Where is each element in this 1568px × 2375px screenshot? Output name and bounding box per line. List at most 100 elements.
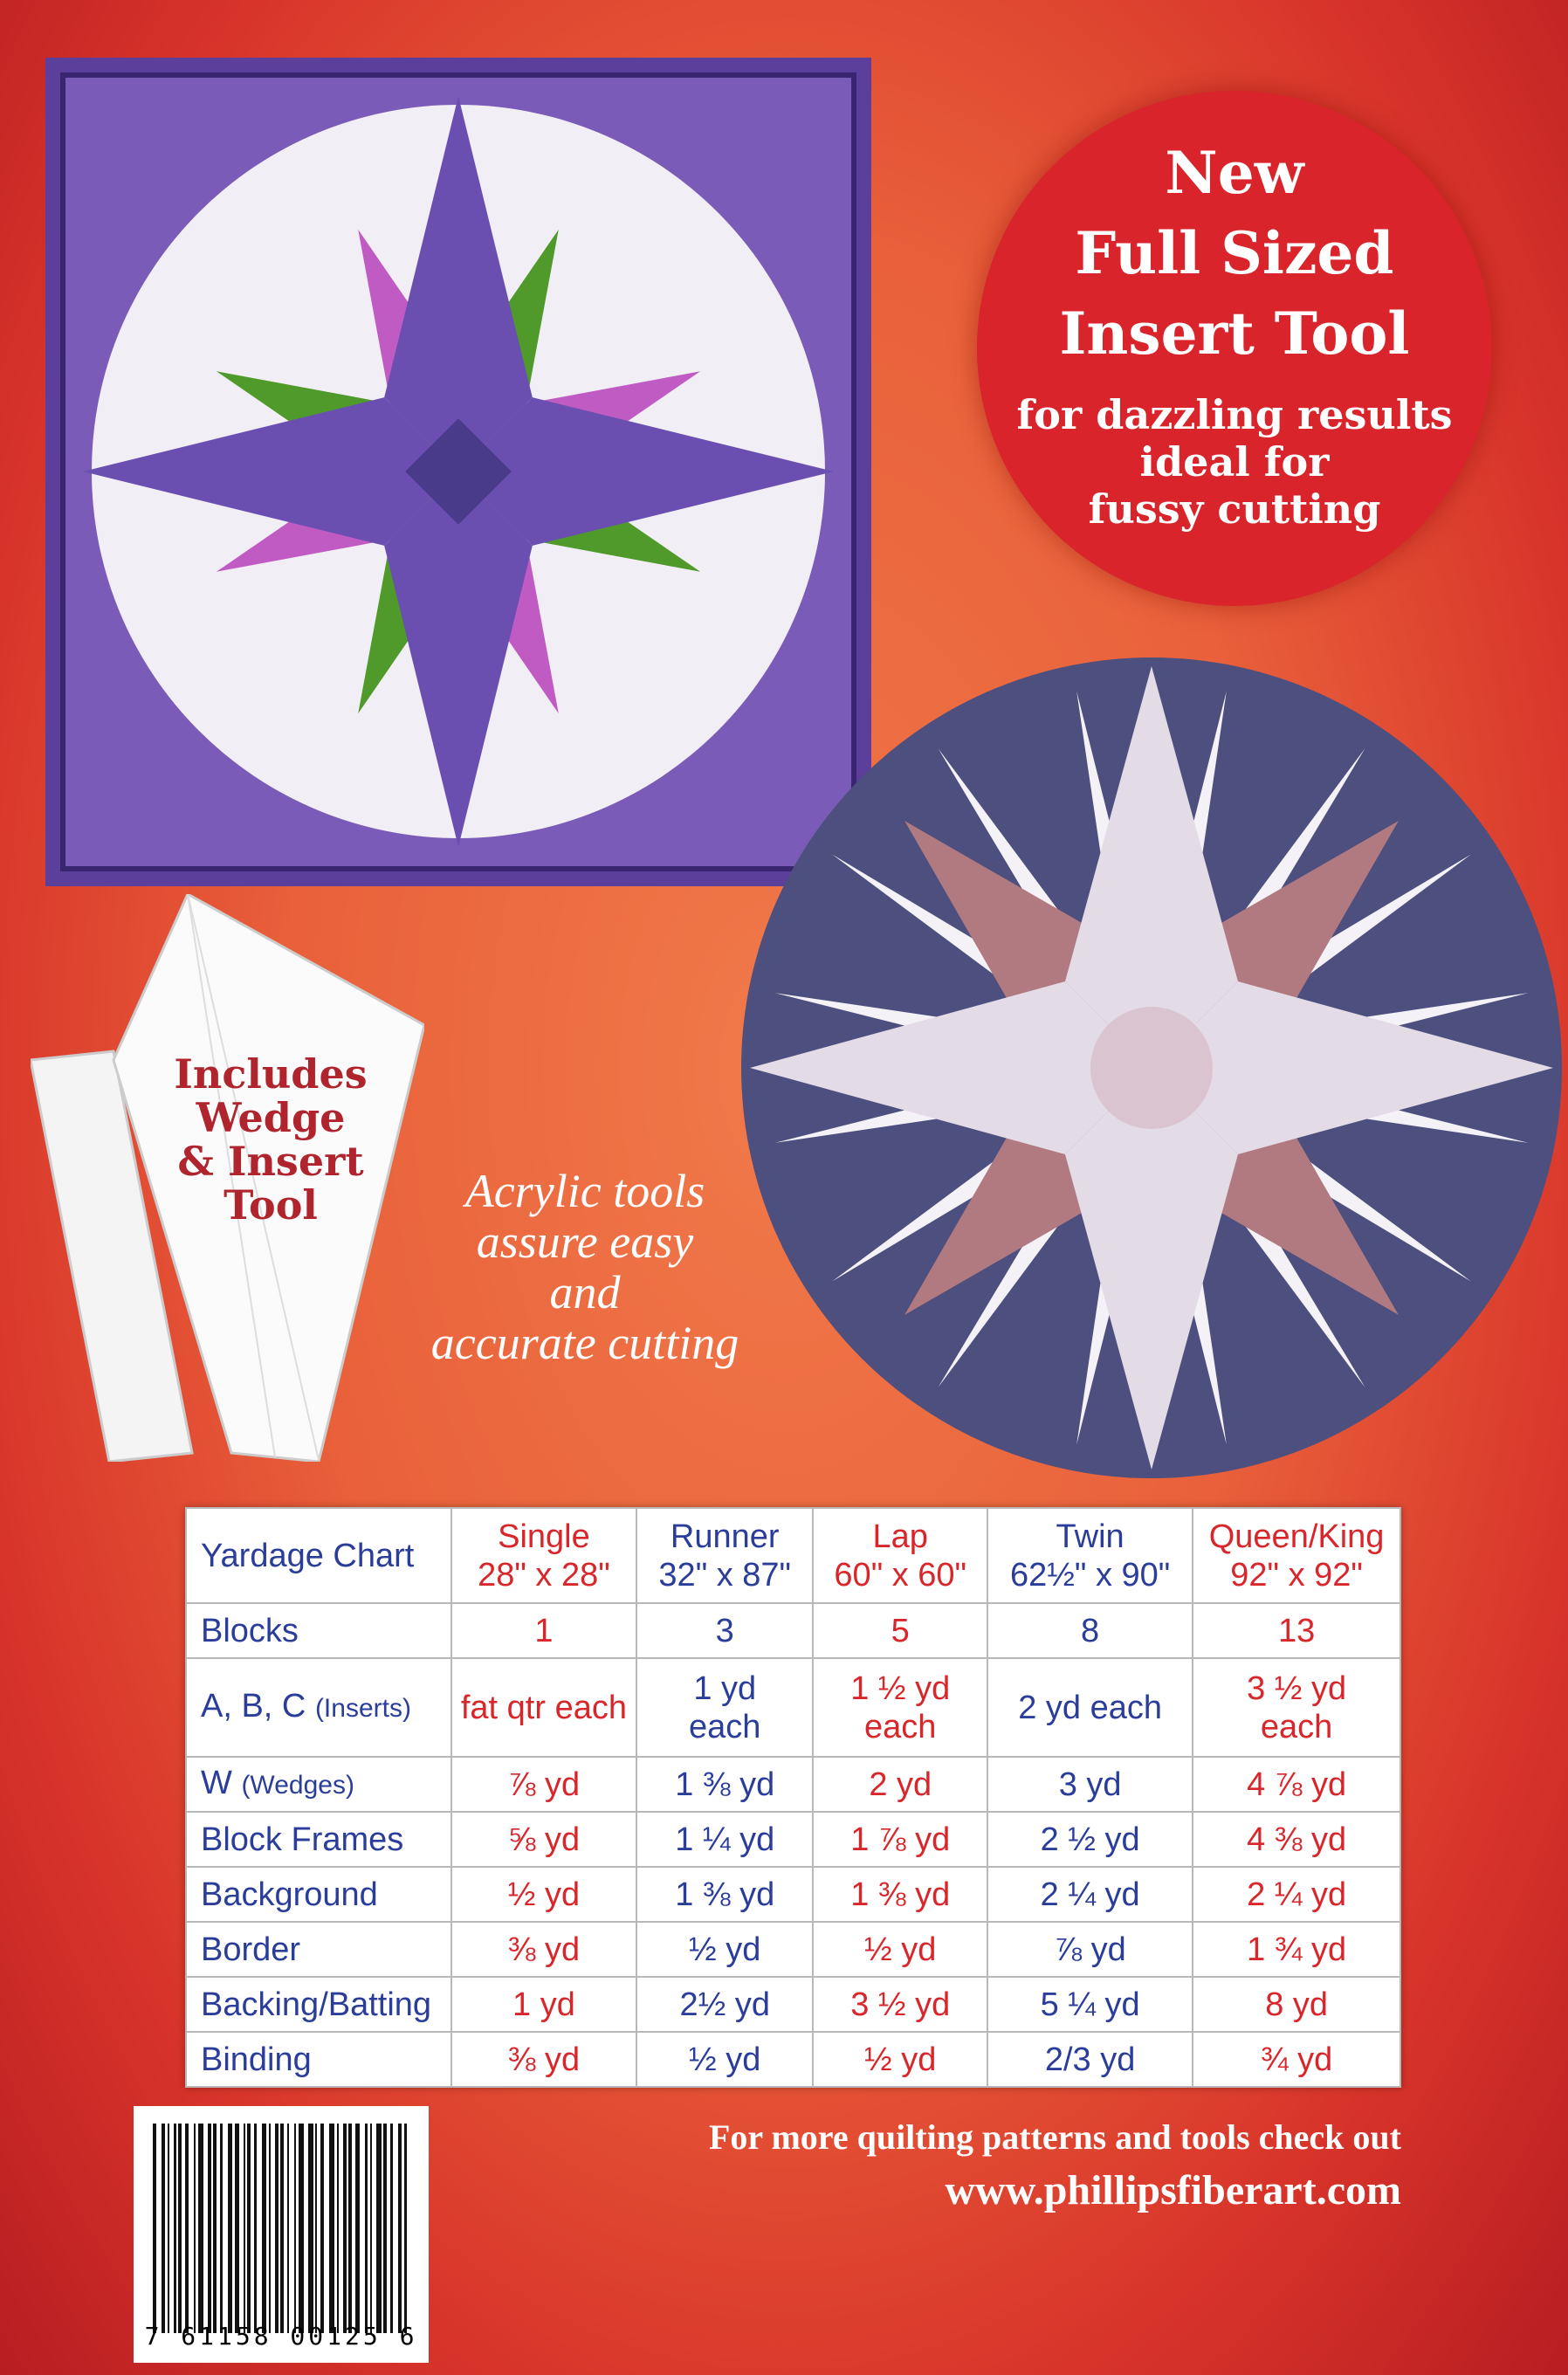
- row-label-text: Border: [201, 1931, 301, 1968]
- table-cell: 2 yd each: [986, 1657, 1194, 1758]
- table-cell: 1 ⅞ yd: [812, 1811, 988, 1868]
- table-header-row: Yardage Chart Single 28" x 28" Runner 32" …: [185, 1507, 1401, 1604]
- column-name: Runner: [670, 1518, 780, 1555]
- row-label-text: A, B, C: [201, 1688, 306, 1724]
- star-point: [750, 981, 1152, 1154]
- barcode-bar: [287, 2124, 289, 2333]
- row-label-note: (Inserts): [314, 1694, 411, 1723]
- barcode-bar: [315, 2124, 317, 2333]
- table-cell: 2/3 yd: [986, 2031, 1194, 2088]
- table-cell: 1 ⅜ yd: [635, 1866, 815, 1923]
- caption-line: Acrylic tools: [464, 1165, 705, 1217]
- column-header: Queen/King 92" x 92": [1192, 1507, 1401, 1604]
- barcode-bar: [343, 2124, 347, 2333]
- caption-line: assure easy: [476, 1215, 694, 1268]
- table-cell: 3 ½ yd each: [1192, 1657, 1401, 1758]
- star-point: [1065, 666, 1238, 1068]
- column-header: Lap 60" x 60": [812, 1507, 988, 1604]
- barcode-bar: [213, 2124, 217, 2333]
- barcode-bar: [308, 2124, 313, 2333]
- star-point: [458, 397, 834, 546]
- table-cell: 2 ¼ yd: [986, 1866, 1194, 1923]
- badge-line: ideal for: [1139, 438, 1330, 485]
- row-label: W (Wedges): [185, 1756, 452, 1813]
- badge-line: Full Sized: [1075, 219, 1394, 287]
- row-label: Binding: [185, 2031, 452, 2088]
- column-size: 60" x 60": [834, 1556, 967, 1594]
- table-cell: 8 yd: [1192, 1976, 1401, 2033]
- table-cell: 5: [812, 1602, 988, 1659]
- row-label-text: Binding: [201, 2041, 312, 2078]
- table-cell: fat qtr each: [450, 1657, 638, 1758]
- barcode-bar: [329, 2124, 334, 2333]
- table-cell: 13: [1192, 1602, 1401, 1659]
- row-label: Backing/Batting: [185, 1976, 452, 2033]
- row-label-text: Backing/Batting: [201, 1986, 432, 2023]
- website-link[interactable]: www.phillipsfiberart.com: [945, 2167, 1401, 2213]
- table-row: Blocks 1 3 5 8 13: [185, 1602, 1401, 1659]
- barcode-bar: [275, 2124, 279, 2333]
- tool-label-line: & Insert: [177, 1138, 364, 1185]
- column-name: Queen/King: [1208, 1518, 1385, 1555]
- table-cell: 1 ¼ yd: [635, 1811, 815, 1868]
- barcode-bar: [355, 2124, 360, 2333]
- column-size: 62½" x 90": [1009, 1556, 1171, 1594]
- row-label-text: Block Frames: [201, 1821, 404, 1858]
- tool-label-line: Tool: [224, 1181, 318, 1229]
- new-tool-badge: New Full Sized Insert Tool for dazzling …: [977, 91, 1492, 606]
- barcode-bar: [194, 2124, 196, 2333]
- badge-line: fussy cutting: [1088, 485, 1381, 533]
- badge-line: for dazzling results: [1016, 391, 1453, 438]
- row-label: Block Frames: [185, 1811, 452, 1868]
- table-cell: 1 ⅜ yd: [812, 1866, 988, 1923]
- table-cell: 1 yd: [450, 1976, 638, 2033]
- star-point: [384, 472, 533, 847]
- table-cell: 2 yd: [812, 1756, 988, 1813]
- table-cell: ⅜ yd: [450, 1921, 638, 1978]
- star-point: [384, 96, 533, 472]
- column-size: 28" x 28": [478, 1556, 610, 1594]
- barcode-bar: [383, 2124, 387, 2333]
- barcode-bar: [198, 2124, 203, 2333]
- acrylic-wedge-insert-tool-image: [31, 894, 424, 1462]
- barcode-bar: [254, 2124, 257, 2333]
- caption-line: and: [549, 1266, 621, 1318]
- row-label-text: Blocks: [201, 1612, 299, 1649]
- barcode-bar: [280, 2124, 284, 2333]
- table-cell: ½ yd: [812, 1921, 988, 1978]
- column-name: Twin: [1056, 1518, 1124, 1555]
- table-cell: 1: [450, 1602, 638, 1659]
- column-header: Single 28" x 28": [450, 1507, 638, 1604]
- table-row: Backing/Batting 1 yd 2½ yd 3 ½ yd 5 ¼ yd 8 yd: [185, 1976, 1401, 2033]
- tool-label-line: Wedge: [196, 1094, 346, 1141]
- barcode-bar: [398, 2124, 402, 2333]
- barcode-bar: [244, 2124, 245, 2333]
- barcode-bar: [235, 2124, 239, 2333]
- barcode-bar: [247, 2124, 251, 2333]
- barcode-bars: [153, 2124, 407, 2333]
- barcode-bar: [337, 2124, 339, 2333]
- star-point: [83, 397, 458, 546]
- table-cell: 4 ⅜ yd: [1192, 1811, 1401, 1868]
- table-cell: 3 ½ yd: [812, 1976, 988, 2033]
- table-row: Background ½ yd 1 ⅜ yd 1 ⅜ yd 2 ¼ yd 2 ¼ yd: [185, 1866, 1401, 1923]
- table-cell: ⅞ yd: [450, 1756, 638, 1813]
- table-cell: ½ yd: [812, 2031, 988, 2088]
- barcode-bar: [390, 2124, 393, 2333]
- barcode-bar: [178, 2124, 182, 2333]
- table-row: Binding ⅜ yd ½ yd ½ yd 2/3 yd ¾ yd: [185, 2031, 1401, 2088]
- row-label: Background: [185, 1866, 452, 1923]
- table-cell: 5 ¼ yd: [986, 1976, 1194, 2033]
- table-row: Block Frames ⅝ yd 1 ¼ yd 1 ⅞ yd 2 ½ yd 4 ⅜ yd: [185, 1811, 1401, 1868]
- barcode-bar: [370, 2124, 372, 2333]
- barcode-bar: [365, 2124, 368, 2333]
- star-point: [1152, 981, 1553, 1154]
- row-label-text: Background: [201, 1876, 378, 1913]
- column-name: Lap: [872, 1518, 928, 1555]
- chart-title: Yardage Chart: [185, 1507, 452, 1604]
- table-cell: ⅞ yd: [986, 1921, 1194, 1978]
- row-label-text: W: [201, 1765, 232, 1801]
- barcode-bar: [228, 2124, 232, 2333]
- row-label: Blocks: [185, 1602, 452, 1659]
- column-header: Runner 32" x 87": [635, 1507, 815, 1604]
